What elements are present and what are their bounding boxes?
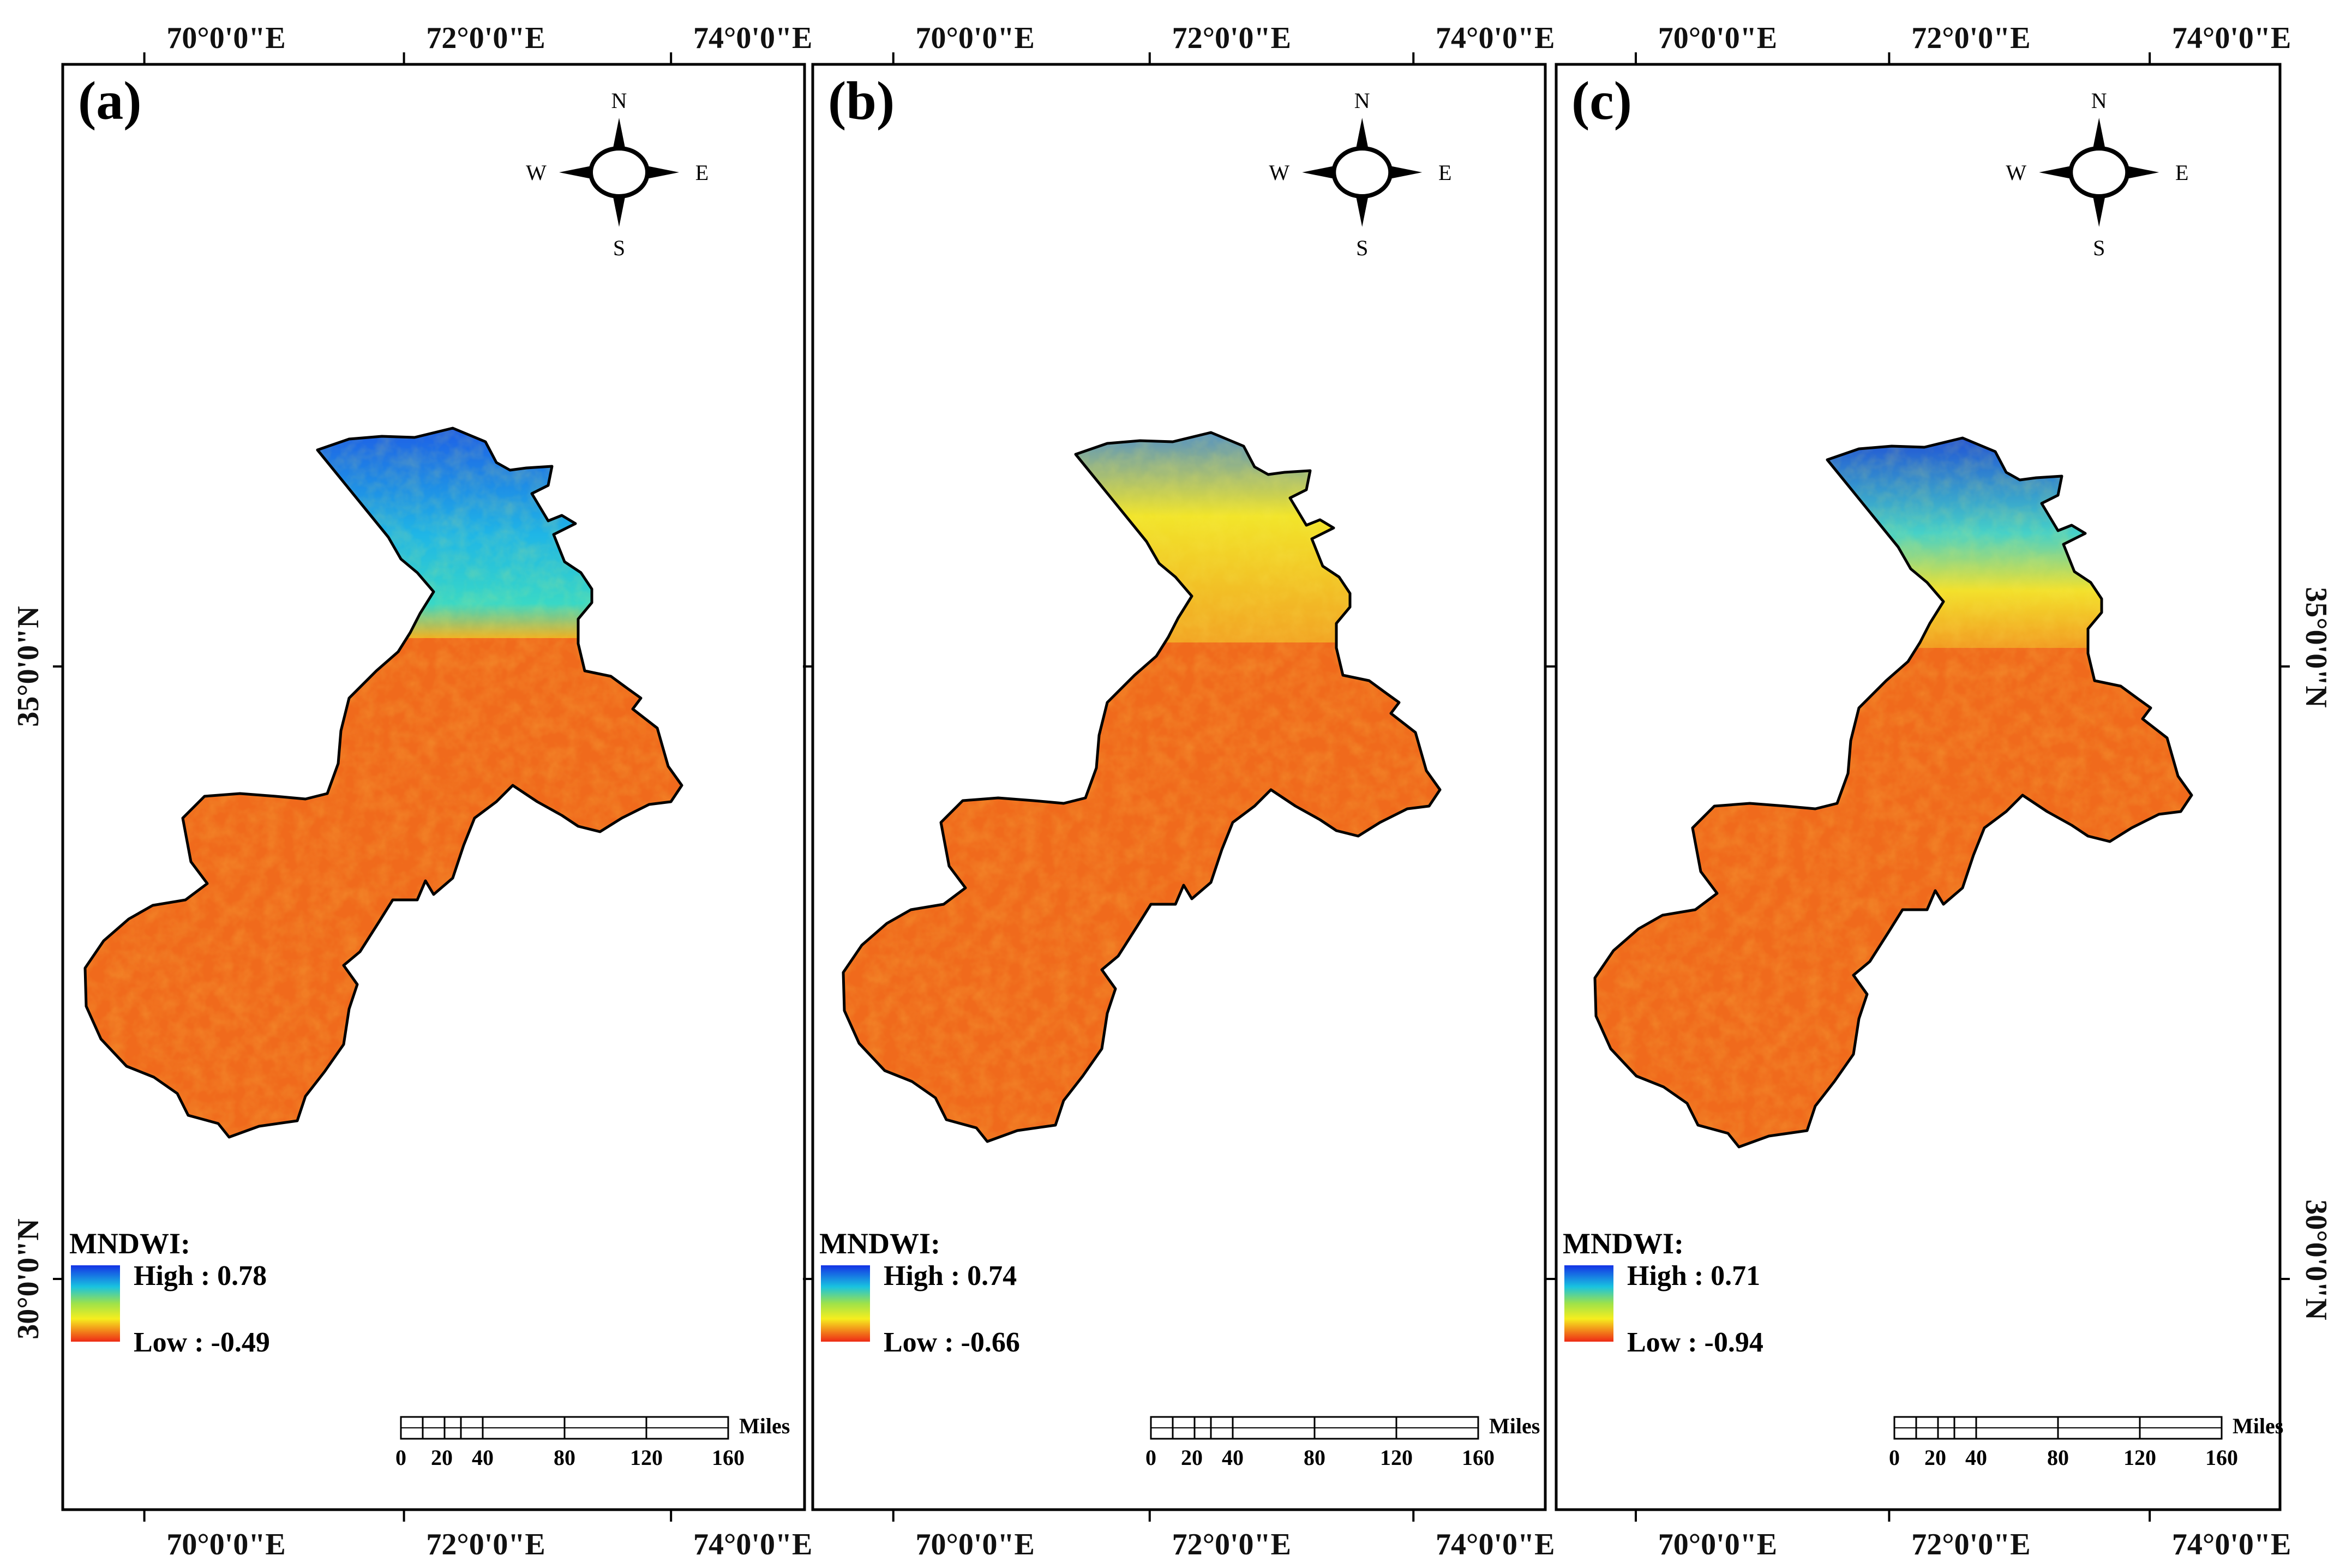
north-arrow-icon: N S W E: [2006, 88, 2188, 260]
scale-tick-label: 40: [1222, 1445, 1244, 1470]
compass-north-label: N: [611, 88, 627, 113]
legend-low-label: Low : -0.94: [1627, 1327, 1763, 1358]
scale-tick-label: 0: [1889, 1445, 1900, 1470]
compass-ring: [589, 146, 650, 199]
scale-bar: 0 20 40 80 120 160 Miles: [1145, 1414, 1540, 1470]
legend-color-ramp: [821, 1265, 870, 1342]
scale-unit-label: Miles: [1489, 1414, 1540, 1438]
scale-unit-label: Miles: [2233, 1414, 2283, 1438]
scale-tick-label: 80: [1304, 1445, 1325, 1470]
panel-label: (a): [78, 70, 142, 131]
north-arrow-icon: N S W E: [526, 88, 709, 260]
west-pointer: [2039, 166, 2072, 179]
longitude-label-top: 72°0'0"E: [1172, 21, 1291, 55]
compass-north-label: N: [2091, 88, 2107, 113]
longitude-label-top: 74°0'0"E: [1436, 21, 1555, 55]
legend-high-label: High : 0.78: [134, 1260, 267, 1291]
longitude-label-top: 74°0'0"E: [693, 21, 812, 55]
scale-tick-label: 120: [2123, 1445, 2156, 1470]
legend-title: MNDWI:: [1563, 1227, 1684, 1260]
scale-tick-label: 20: [1924, 1445, 1946, 1470]
north-pointer: [613, 118, 626, 151]
longitude-label-top: 70°0'0"E: [1658, 21, 1777, 55]
scale-tick-label: 120: [630, 1445, 663, 1470]
scale-tick-label: 40: [472, 1445, 494, 1470]
scale-tick-label: 120: [1380, 1445, 1413, 1470]
west-pointer: [1302, 166, 1335, 179]
compass-north-label: N: [1354, 88, 1370, 113]
compass-south-label: S: [2093, 236, 2105, 260]
west-pointer: [559, 166, 592, 179]
scale-tick-label: 20: [431, 1445, 453, 1470]
longitude-label-bottom: 70°0'0"E: [916, 1528, 1035, 1561]
scale-unit-label: Miles: [739, 1414, 790, 1438]
longitude-label-bottom: 74°0'0"E: [1436, 1528, 1555, 1561]
longitude-label-bottom: 72°0'0"E: [426, 1528, 545, 1561]
longitude-label-bottom: 72°0'0"E: [1911, 1528, 2030, 1561]
latitude-label-right: 35°0'0"N: [2299, 587, 2328, 707]
latitude-label-right: 30°0'0"N: [2299, 1199, 2328, 1320]
compass-east-label: E: [1438, 160, 1451, 185]
longitude-label-bottom: 72°0'0"E: [1172, 1528, 1291, 1561]
longitude-label-top: 72°0'0"E: [1911, 21, 2030, 55]
longitude-label-top: 72°0'0"E: [426, 21, 545, 55]
map-panel-b: 70°0'0"E 70°0'0"E 72°0'0"E 72°0'0"E 74°0'0"E…: [803, 21, 1555, 1561]
scale-bar: 0 20 40 80 120 160 Miles: [395, 1414, 790, 1470]
longitude-label-bottom: 74°0'0"E: [693, 1528, 812, 1561]
legend-title: MNDWI:: [69, 1227, 190, 1260]
scale-tick-label: 160: [712, 1445, 745, 1470]
east-pointer: [2126, 166, 2159, 179]
legend-high-label: High : 0.71: [1627, 1260, 1760, 1291]
compass-south-label: S: [1356, 236, 1368, 260]
south-pointer: [613, 194, 626, 227]
scale-tick-label: 40: [1965, 1445, 1987, 1470]
longitude-label-bottom: 74°0'0"E: [2172, 1528, 2291, 1561]
north-arrow-icon: N S W E: [1269, 88, 1451, 260]
legend-high-label: High : 0.74: [884, 1260, 1017, 1291]
compass-east-label: E: [695, 160, 709, 185]
compass-ring: [2068, 146, 2130, 199]
scale-tick-label: 160: [1462, 1445, 1495, 1470]
south-pointer: [2092, 194, 2106, 227]
longitude-label-top: 74°0'0"E: [2172, 21, 2291, 55]
legend-color-ramp: [1564, 1265, 1613, 1342]
longitude-label-bottom: 70°0'0"E: [166, 1528, 285, 1561]
north-pointer: [1355, 118, 1369, 151]
scale-bar: 0 20 40 80 120 160 Miles: [1889, 1414, 2283, 1470]
panel-label: (b): [828, 70, 895, 131]
legend-color-ramp: [71, 1265, 120, 1342]
east-pointer: [1389, 166, 1423, 179]
legend-low-label: Low : -0.49: [134, 1327, 270, 1358]
map-panel-c: 70°0'0"E 70°0'0"E 72°0'0"E 72°0'0"E 74°0'0"E…: [1546, 21, 2328, 1561]
scale-tick-label: 0: [1145, 1445, 1156, 1470]
north-pointer: [2092, 118, 2106, 151]
compass-ring: [1331, 146, 1393, 199]
compass-west-label: W: [2006, 160, 2026, 185]
latitude-label-left: 30°0'0"N: [11, 1218, 45, 1339]
legend-title: MNDWI:: [819, 1227, 940, 1260]
compass-south-label: S: [613, 236, 625, 260]
compass-west-label: W: [526, 160, 547, 185]
longitude-label-bottom: 70°0'0"E: [1658, 1528, 1777, 1561]
compass-west-label: W: [1269, 160, 1289, 185]
east-pointer: [646, 166, 679, 179]
scale-tick-label: 80: [554, 1445, 575, 1470]
scale-tick-label: 0: [395, 1445, 406, 1470]
longitude-label-top: 70°0'0"E: [916, 21, 1035, 55]
longitude-label-top: 70°0'0"E: [166, 21, 285, 55]
scale-tick-label: 80: [2047, 1445, 2069, 1470]
legend-low-label: Low : -0.66: [884, 1327, 1020, 1358]
map-panel-a: 70°0'0"E 70°0'0"E 72°0'0"E 72°0'0"E 74°0'0"E…: [11, 21, 814, 1561]
panel-label: (c): [1571, 70, 1632, 131]
compass-east-label: E: [2175, 160, 2188, 185]
scale-tick-label: 160: [2205, 1445, 2238, 1470]
latitude-label-left: 35°0'0"N: [11, 606, 45, 726]
scale-tick-label: 20: [1181, 1445, 1203, 1470]
south-pointer: [1355, 194, 1369, 227]
